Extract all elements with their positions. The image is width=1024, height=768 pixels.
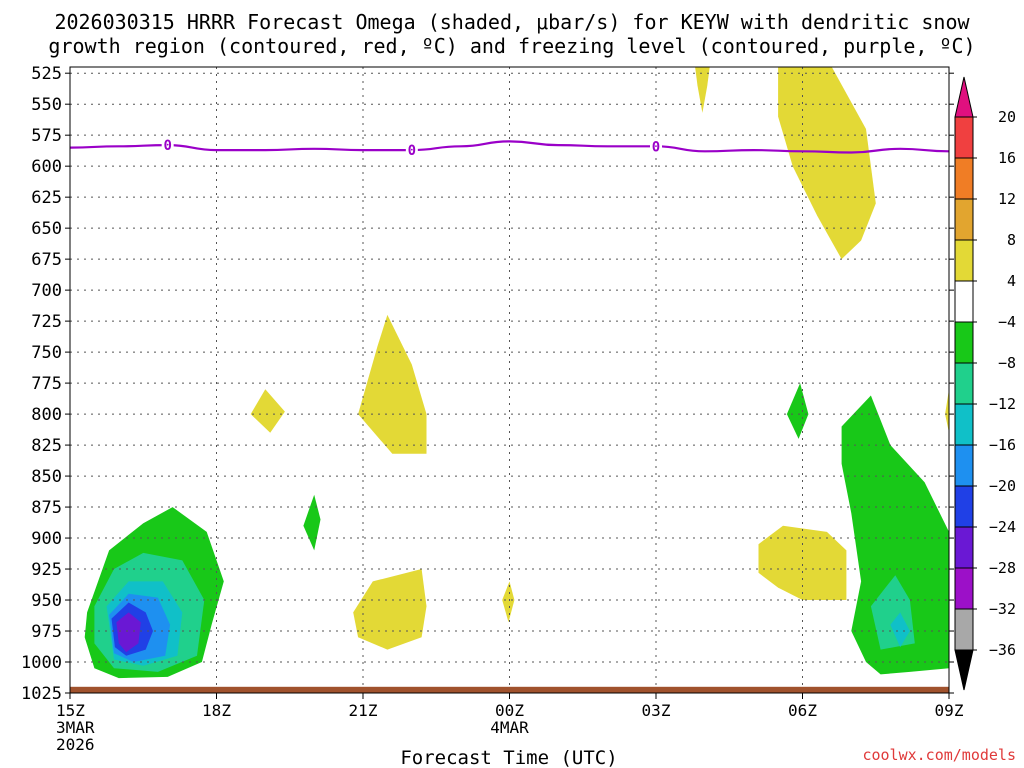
colorbar-bin — [954, 485, 974, 528]
x-axis-label: Forecast Time (UTC) — [400, 747, 617, 768]
x-tick-label: 4MAR — [490, 718, 529, 737]
x-tick-label: 15Z — [56, 701, 85, 720]
colorbar-bin — [954, 157, 974, 200]
y-tick-label: 625 — [31, 188, 62, 208]
surface-terrain-band — [70, 686, 949, 693]
colorbar-label: −16 — [989, 436, 1016, 454]
colorbar-bin — [954, 239, 974, 282]
y-tick-label: 975 — [31, 622, 62, 642]
omega-region-purple-15z-core — [116, 612, 141, 653]
freezing-level-label: 0 — [163, 138, 171, 154]
freezing-level-line — [69, 140, 950, 154]
freezing-level-contour: 0 0 0 — [69, 136, 950, 159]
colorbar-label: −8 — [998, 354, 1016, 372]
colorbar: 20 16 12 8 4 −4 −8 −12 −16 −20 −24 −28 −32 −36 — [954, 76, 1016, 691]
colorbar-label: 4 — [1007, 272, 1016, 290]
y-tick-label: 575 — [31, 126, 62, 146]
title-line-1: 2026030315 HRRR Forecast Omega (shaded, … — [54, 10, 970, 34]
colorbar-bin-top-arrow — [954, 76, 974, 118]
colorbar-label: −32 — [989, 600, 1016, 618]
colorbar-label: 12 — [998, 190, 1016, 208]
colorbar-label: −28 — [989, 559, 1016, 577]
colorbar-bin — [954, 526, 974, 569]
colorbar-bin-bottom-arrow — [954, 649, 974, 691]
x-tick-label: 06Z — [788, 701, 817, 720]
omega-region-low-22z-blob — [353, 569, 427, 650]
y-axis: 525 550 575 600 625 650 675 700 725 750 775 800 825 8… — [21, 64, 954, 704]
colorbar-bin — [954, 444, 974, 487]
colorbar-bin — [954, 280, 974, 323]
colorbar-bin — [954, 567, 974, 610]
colorbar-label: −24 — [989, 518, 1016, 536]
y-tick-label: 775 — [31, 374, 62, 394]
colorbar-label: −12 — [989, 395, 1016, 413]
colorbar-bin — [954, 198, 974, 241]
omega-region-green-right-column — [841, 395, 949, 675]
y-tick-label: 800 — [31, 405, 62, 425]
colorbar-label: 20 — [998, 108, 1016, 126]
omega-region-cyan-right-center — [890, 612, 910, 648]
freezing-level-label-bg — [161, 136, 174, 153]
x-tick-label: 3MAR — [56, 718, 95, 737]
freezing-level-label-bg — [650, 137, 662, 154]
x-tick-label: 09Z — [935, 701, 964, 720]
y-tick-label: 700 — [31, 281, 62, 301]
omega-region-small-19z-diamond — [250, 389, 285, 433]
colorbar-bin — [954, 321, 974, 364]
omega-region-sliver-00z — [502, 581, 515, 623]
colorbar-label: 16 — [998, 149, 1016, 167]
y-tick-label: 750 — [31, 343, 62, 363]
y-tick-label: 650 — [31, 219, 62, 239]
y-tick-label: 825 — [31, 436, 62, 456]
y-tick-label: 725 — [31, 312, 62, 332]
title-line-2: growth region (contoured, red, ºC) and f… — [48, 34, 975, 58]
colorbar-bin — [954, 608, 974, 651]
y-tick-label: 675 — [31, 250, 62, 270]
surface-band — [70, 686, 949, 693]
y-tick-label: 550 — [31, 95, 62, 115]
colorbar-label: −36 — [989, 641, 1016, 659]
freezing-level-label: 0 — [652, 139, 660, 155]
x-tick-label: 2026 — [56, 735, 95, 754]
omega-region-blob-06z-low — [758, 525, 847, 600]
colorbar-bin — [954, 403, 974, 446]
y-tick-label: 1000 — [21, 653, 62, 673]
omega-region-green-20z-sliver — [303, 494, 321, 551]
x-tick-label: 21Z — [349, 701, 378, 720]
watermark-text: coolwx.com/models — [862, 746, 1016, 764]
y-tick-label: 525 — [31, 64, 62, 84]
colorbar-label: −4 — [998, 313, 1016, 331]
omega-region-sliver-09z-edge — [945, 389, 949, 433]
x-tick-label: 00Z — [495, 701, 524, 720]
y-tick-label: 875 — [31, 498, 62, 518]
chart-title: 2026030315 HRRR Forecast Omega (shaded, … — [48, 10, 975, 58]
omega-region-midlevel-21z-blob — [358, 314, 427, 454]
colorbar-label: −20 — [989, 477, 1016, 495]
x-tick-label: 03Z — [642, 701, 671, 720]
y-tick-label: 850 — [31, 467, 62, 487]
colorbar-label: 8 — [1007, 231, 1016, 249]
y-tick-label: 900 — [31, 529, 62, 549]
colorbar-bin — [954, 116, 974, 159]
freezing-level-label-bg — [405, 141, 418, 158]
y-tick-label: 600 — [31, 157, 62, 177]
y-tick-label: 950 — [31, 591, 62, 611]
omega-region-upper-right-rising-plume — [778, 67, 876, 260]
y-tick-label: 925 — [31, 560, 62, 580]
omega-shaded-regions — [84, 67, 949, 679]
omega-region-top-thin-sliver — [695, 67, 710, 113]
omega-region-green-06z-diamond — [786, 383, 809, 439]
freezing-level-label: 0 — [408, 143, 416, 159]
colorbar-bin — [954, 362, 974, 405]
x-tick-label: 18Z — [202, 701, 231, 720]
y-tick-label: 1025 — [21, 684, 62, 704]
